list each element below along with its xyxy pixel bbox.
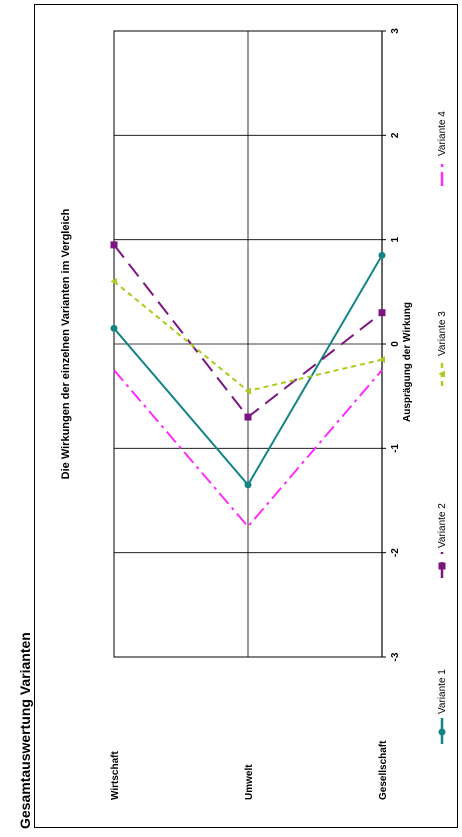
tick-label: -3 — [390, 652, 401, 661]
data-point-1 — [378, 251, 386, 259]
series-line-4 — [113, 369, 383, 529]
legend-label: Variante 4 — [437, 111, 448, 156]
legend-marker — [438, 562, 446, 570]
tick-label: 2 — [390, 132, 401, 138]
tick-label: 1 — [390, 236, 401, 242]
page-title: Gesamtauswertung Varianten — [17, 632, 33, 829]
tick-label: 3 — [390, 28, 401, 34]
legend-marker — [438, 370, 445, 378]
legend-label: Variante 3 — [437, 311, 448, 356]
legend-label: Variante 2 — [437, 503, 448, 548]
legend-label: Variante 1 — [437, 669, 448, 714]
data-point-3 — [378, 356, 385, 364]
data-point-2 — [110, 241, 118, 249]
axis-title: Ausprägung der Wirkung — [402, 302, 413, 422]
category-label: Umwelt — [244, 764, 255, 800]
category-label: Gesellschaft — [378, 740, 389, 800]
data-point-2 — [244, 413, 252, 421]
chart: -3 -2 -1 0 1 2 3 Wirtschaft Umwelt Gesellschaft Di… — [60, 28, 448, 800]
tick-label: 0 — [390, 341, 401, 347]
data-point-3 — [110, 277, 117, 285]
tick-label: -1 — [390, 443, 401, 452]
data-point-3 — [244, 387, 251, 395]
data-point-2 — [378, 309, 386, 317]
category-label: Wirtschaft — [110, 751, 121, 800]
tick-label: -2 — [390, 548, 401, 557]
chart-title: Die Wirkungen der einzelnen Varianten im… — [60, 208, 72, 479]
data-point-1 — [244, 481, 252, 489]
legend-marker — [438, 728, 446, 736]
data-point-1 — [110, 324, 118, 332]
